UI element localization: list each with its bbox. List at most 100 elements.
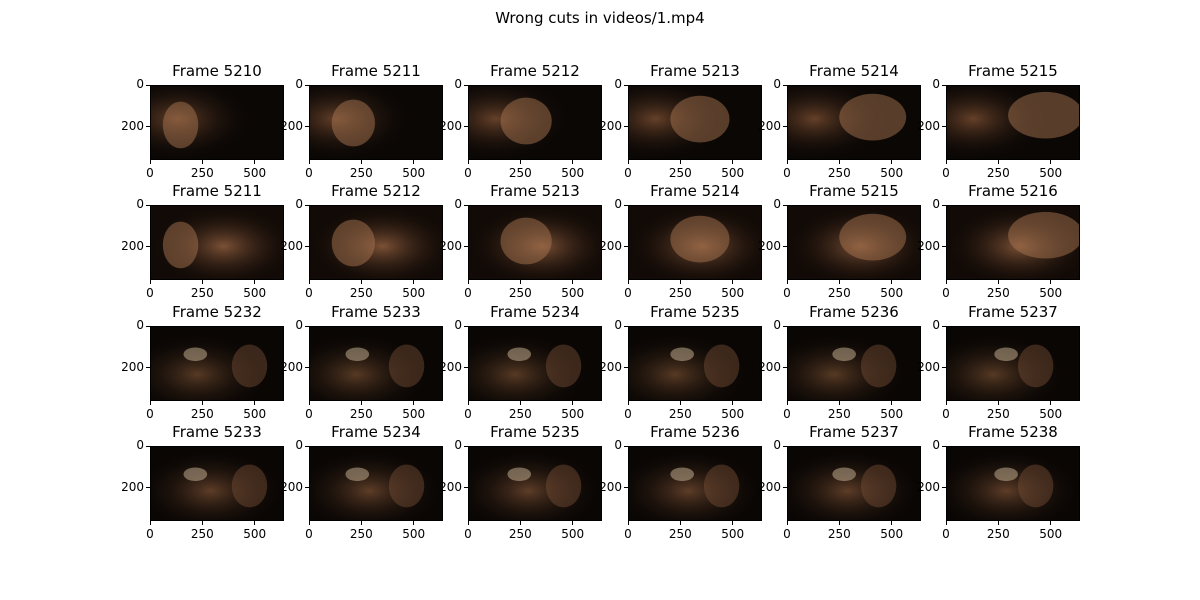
x-tick-mark xyxy=(997,521,999,525)
x-tick-mark xyxy=(467,160,469,164)
y-tick-label: 0 xyxy=(614,77,622,91)
x-tick-mark xyxy=(467,521,469,525)
x-tick-mark xyxy=(149,521,151,525)
x-tick-mark xyxy=(308,521,310,525)
x-tick-mark xyxy=(254,401,256,405)
y-tick-label: 200 xyxy=(121,118,144,133)
frame-image xyxy=(947,86,1079,159)
x-tick-mark xyxy=(519,160,521,164)
x-tick-mark xyxy=(997,401,999,405)
y-tick-mark xyxy=(146,204,150,206)
x-tick-mark xyxy=(360,521,362,525)
y-tick-mark xyxy=(464,367,468,369)
x-tick-mark xyxy=(360,280,362,284)
frame-image xyxy=(788,447,920,520)
x-tick-label: 0 xyxy=(305,527,313,541)
x-tick-label: 250 xyxy=(349,527,373,541)
y-tick-label: 200 xyxy=(280,118,303,133)
x-tick-mark xyxy=(149,280,151,284)
y-tick-label: 0 xyxy=(773,77,781,91)
frame-title: Frame 5212 xyxy=(331,182,421,200)
y-tick-mark xyxy=(783,367,787,369)
x-tick-label: 250 xyxy=(190,166,214,180)
y-tick-mark xyxy=(942,84,946,86)
y-tick-label: 200 xyxy=(121,238,144,253)
y-tick-label: 0 xyxy=(454,318,462,332)
x-tick-label: 500 xyxy=(721,286,745,300)
y-tick-mark xyxy=(783,246,787,248)
frame-title: Frame 5233 xyxy=(172,423,262,441)
y-tick-label: 200 xyxy=(917,238,940,253)
x-tick-mark xyxy=(945,401,947,405)
y-tick-label: 200 xyxy=(599,359,622,374)
y-tick-label: 0 xyxy=(136,438,144,452)
x-tick-mark xyxy=(732,401,734,405)
x-tick-mark xyxy=(945,280,947,284)
x-tick-label: 250 xyxy=(827,407,851,421)
x-tick-mark xyxy=(627,401,629,405)
x-tick-mark xyxy=(786,521,788,525)
y-tick-mark xyxy=(783,126,787,128)
x-tick-mark xyxy=(1050,160,1052,164)
y-tick-label: 200 xyxy=(121,359,144,374)
y-tick-label: 0 xyxy=(614,318,622,332)
y-tick-mark xyxy=(783,445,787,447)
y-tick-mark xyxy=(942,325,946,327)
y-tick-mark xyxy=(305,84,309,86)
frame-image xyxy=(310,327,442,400)
x-tick-label: 500 xyxy=(880,407,904,421)
x-tick-mark xyxy=(838,401,840,405)
y-tick-label: 0 xyxy=(932,318,940,332)
frame-image xyxy=(310,447,442,520)
x-tick-label: 500 xyxy=(1039,286,1063,300)
frame-title: Frame 5212 xyxy=(490,62,580,80)
x-tick-label: 0 xyxy=(464,166,472,180)
frame-image xyxy=(629,327,761,400)
y-tick-label: 200 xyxy=(439,479,462,494)
x-tick-mark xyxy=(997,160,999,164)
frame-image xyxy=(151,206,283,279)
y-tick-mark xyxy=(464,246,468,248)
y-tick-label: 0 xyxy=(773,318,781,332)
x-tick-label: 0 xyxy=(464,527,472,541)
frame-image xyxy=(469,206,601,279)
x-tick-mark xyxy=(786,280,788,284)
frame-panel xyxy=(150,85,284,160)
frame-panel xyxy=(309,326,443,401)
y-tick-mark xyxy=(305,126,309,128)
frame-panel xyxy=(946,205,1080,280)
x-tick-label: 0 xyxy=(942,407,950,421)
x-tick-label: 0 xyxy=(464,407,472,421)
frame-panel xyxy=(787,85,921,160)
frame-title: Frame 5236 xyxy=(809,303,899,321)
frame-title: Frame 5214 xyxy=(809,62,899,80)
frame-title: Frame 5234 xyxy=(490,303,580,321)
frame-image xyxy=(788,327,920,400)
y-tick-mark xyxy=(942,445,946,447)
x-tick-label: 250 xyxy=(190,407,214,421)
frame-panel xyxy=(628,446,762,521)
x-tick-label: 0 xyxy=(942,286,950,300)
x-tick-mark xyxy=(679,280,681,284)
x-tick-mark xyxy=(413,160,415,164)
x-tick-mark xyxy=(1050,401,1052,405)
x-tick-label: 0 xyxy=(305,407,313,421)
x-tick-label: 250 xyxy=(986,407,1010,421)
y-tick-mark xyxy=(305,246,309,248)
frame-image xyxy=(629,206,761,279)
frame-image xyxy=(469,327,601,400)
x-tick-mark xyxy=(149,401,151,405)
y-tick-label: 0 xyxy=(454,197,462,211)
x-tick-mark xyxy=(891,280,893,284)
x-tick-mark xyxy=(838,280,840,284)
x-tick-label: 250 xyxy=(190,527,214,541)
x-tick-label: 250 xyxy=(827,166,851,180)
x-tick-mark xyxy=(201,401,203,405)
x-tick-mark xyxy=(201,160,203,164)
x-tick-label: 500 xyxy=(1039,166,1063,180)
x-tick-label: 0 xyxy=(783,166,791,180)
y-tick-label: 0 xyxy=(932,77,940,91)
y-tick-mark xyxy=(464,126,468,128)
x-tick-mark xyxy=(891,521,893,525)
x-tick-label: 500 xyxy=(561,166,585,180)
